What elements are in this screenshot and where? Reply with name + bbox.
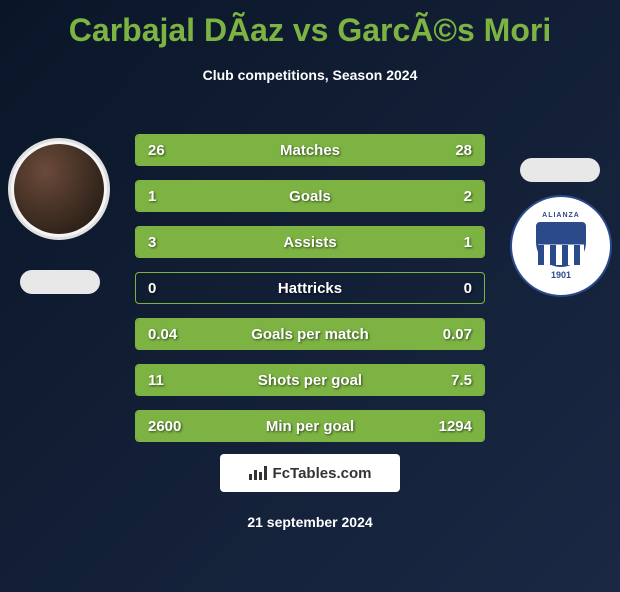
chart-icon	[249, 466, 267, 480]
stat-row-goals: 1 Goals 2	[135, 180, 485, 212]
stat-right-value: 1	[464, 234, 472, 251]
stat-right-value: 2	[464, 188, 472, 205]
stat-right-value: 0.07	[443, 326, 472, 343]
stats-container: 26 Matches 28 1 Goals 2 3 Assists 1 0 Ha…	[135, 134, 485, 456]
stat-row-min-per-goal: 2600 Min per goal 1294	[135, 410, 485, 442]
stat-row-shots-per-goal: 11 Shots per goal 7.5	[135, 364, 485, 396]
stat-left-value: 3	[148, 234, 156, 251]
stat-label: Shots per goal	[258, 372, 362, 389]
club-stripes	[538, 245, 584, 266]
stat-label: Matches	[280, 142, 340, 159]
stat-label: Hattricks	[278, 280, 342, 297]
stat-label: Assists	[283, 234, 336, 251]
stat-left-value: 0.04	[148, 326, 177, 343]
stat-fill-left	[136, 227, 397, 257]
stat-right-value: 28	[455, 142, 472, 159]
player-face-graphic	[14, 144, 104, 234]
stat-right-value: 7.5	[451, 372, 472, 389]
page-title: Carbajal DÃ­az vs GarcÃ©s Mori	[0, 12, 620, 49]
stat-left-value: 1	[148, 188, 156, 205]
stat-right-value: 1294	[439, 418, 472, 435]
stat-row-matches: 26 Matches 28	[135, 134, 485, 166]
stat-left-value: 0	[148, 280, 156, 297]
stat-label: Min per goal	[266, 418, 354, 435]
stat-left-value: 26	[148, 142, 165, 159]
footer-date: 21 september 2024	[247, 514, 372, 530]
stat-row-hattricks: 0 Hattricks 0	[135, 272, 485, 304]
stat-row-goals-per-match: 0.04 Goals per match 0.07	[135, 318, 485, 350]
stat-left-value: 2600	[148, 418, 181, 435]
site-name: FcTables.com	[273, 465, 372, 482]
player-right-flag	[520, 158, 600, 182]
stat-label: Goals per match	[251, 326, 369, 343]
page-subtitle: Club competitions, Season 2024	[0, 67, 620, 83]
stat-row-assists: 3 Assists 1	[135, 226, 485, 258]
player-left-flag	[20, 270, 100, 294]
player-right-club-logo: ALIANZA 1901	[510, 195, 612, 297]
club-shield-icon	[536, 222, 586, 267]
club-logo-text: ALIANZA	[542, 212, 580, 219]
stat-label: Goals	[289, 188, 331, 205]
club-year: 1901	[551, 270, 571, 280]
site-logo: FcTables.com	[220, 454, 400, 492]
stat-left-value: 11	[148, 372, 164, 389]
stat-right-value: 0	[464, 280, 472, 297]
stat-fill-right	[251, 181, 484, 211]
player-left-photo	[8, 138, 110, 240]
